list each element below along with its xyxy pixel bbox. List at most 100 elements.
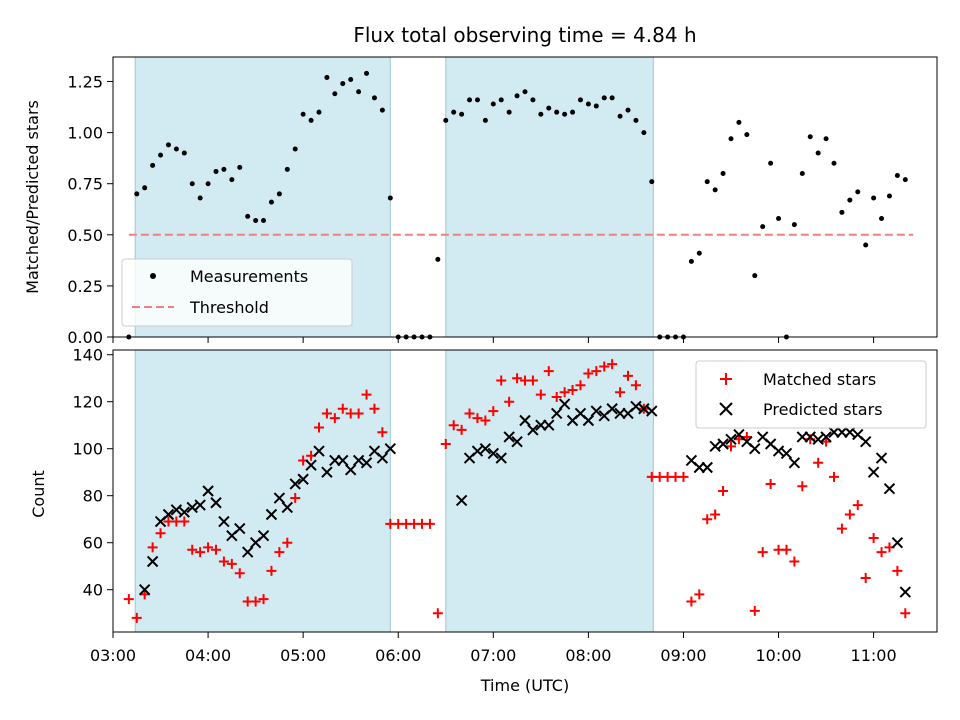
matched-star-point [353,408,364,419]
predicted-star-point [630,400,642,413]
bottom-xtick-label: 10:00 [755,646,801,665]
predicted-star-point [352,454,365,467]
measurement-point [261,218,267,224]
bottom-ytick-label: 60 [83,534,103,553]
predicted-star-point [376,452,389,464]
bottom-xtick-label: 06:00 [375,646,421,665]
measurement-point [237,164,243,170]
measurement-point [712,187,718,193]
matched-star-point [789,556,800,567]
measurement-point [276,191,282,197]
predicted-star-point [867,466,880,478]
matched-star-point [702,514,713,525]
top-ytick-label: 0.75 [67,175,103,194]
measurement-point [823,136,829,142]
bottom-ytick-label: 140 [72,346,103,365]
predicted-star-point [772,445,785,457]
measurement-point [467,97,473,103]
predicted-star-point [210,497,222,509]
matched-star-point [710,509,721,520]
predicted-star-point [384,442,397,455]
bottom-xtick-label: 09:00 [660,646,706,665]
shaded-interval [445,56,654,338]
measurement-point [340,81,346,87]
legend-measurements-marker [150,273,156,279]
measurement-point [570,109,576,115]
measurement-point [530,97,536,103]
predicted-star-point [218,515,230,528]
measurement-point [514,93,520,99]
measurement-point [649,179,655,185]
predicted-star-point [495,452,507,464]
predicted-star-point [344,464,357,476]
measurement-point [379,107,385,113]
matched-star-point [147,542,158,553]
predicted-star-point [194,499,206,511]
matched-star-point [456,424,467,435]
predicted-star-point [606,403,618,415]
predicted-star-point [844,426,856,438]
measurement-point [760,224,766,230]
measurement-point [815,150,821,156]
top-legend-box [121,258,353,327]
matched-star-point [195,547,206,558]
predicted-star-point [820,431,832,443]
matched-star-point [567,384,578,395]
measurement-point [371,95,377,101]
measurement-point [879,215,885,221]
matched-star-point [726,441,736,452]
matched-star-point [892,565,903,576]
matched-star-point [432,608,443,619]
measurement-point [617,113,623,119]
matched-star-point [797,481,808,492]
bottom-xtick-label: 03:00 [90,646,136,665]
matched-star-point [876,547,887,558]
measurement-point [863,242,869,248]
measurement-point [744,132,750,138]
matched-star-point [480,415,491,426]
predicted-star-point [471,445,484,457]
bottom-xtick-label: 05:00 [280,646,326,665]
predicted-star-point [162,508,175,521]
measurement-point [284,166,290,172]
predicted-star-point [178,506,191,518]
bottom-ytick-label: 120 [72,393,103,412]
measurement-point [332,91,338,97]
measurement-point [752,273,758,279]
predicted-star-point [273,492,286,504]
matched-star-point [615,387,626,398]
legend-threshold-label: Threshold [189,298,269,317]
legend-predicted-marker [719,402,733,416]
predicted-star-point [202,485,214,497]
predicted-star-point [875,452,888,464]
measurement-point [720,170,726,176]
predicted-star-point [638,403,650,415]
measurement-point [356,89,362,95]
top-xticks [112,337,875,343]
measurement-point [855,189,861,195]
measurement-point [387,195,393,201]
measurement-point [498,97,504,103]
measurement-point [490,101,496,107]
measurement-point [902,177,908,183]
bottom-ytick-label: 40 [83,581,103,600]
measurement-point [158,152,164,158]
measurement-point [839,209,845,215]
matched-star-point [749,605,760,616]
predicted-star-point [257,529,270,542]
top-ytick-label: 1.25 [67,73,103,92]
matched-star-point [131,612,142,623]
matched-star-point [496,375,507,386]
matched-star-point [591,366,602,377]
measurement-point [736,119,742,125]
top-axes-frame [112,56,938,338]
bottom-predicted-layer [138,398,912,598]
top-ytick-label: 0.25 [67,277,103,296]
matched-star-point [211,544,221,555]
top-yticks: 0.00 0.25 0.50 0.75 1.00 1.25 [67,73,113,347]
predicted-star-point [487,447,500,460]
matched-star-point [488,406,499,417]
predicted-star-point [503,431,515,443]
predicted-star-point [709,440,721,453]
matched-star-point [361,389,372,400]
